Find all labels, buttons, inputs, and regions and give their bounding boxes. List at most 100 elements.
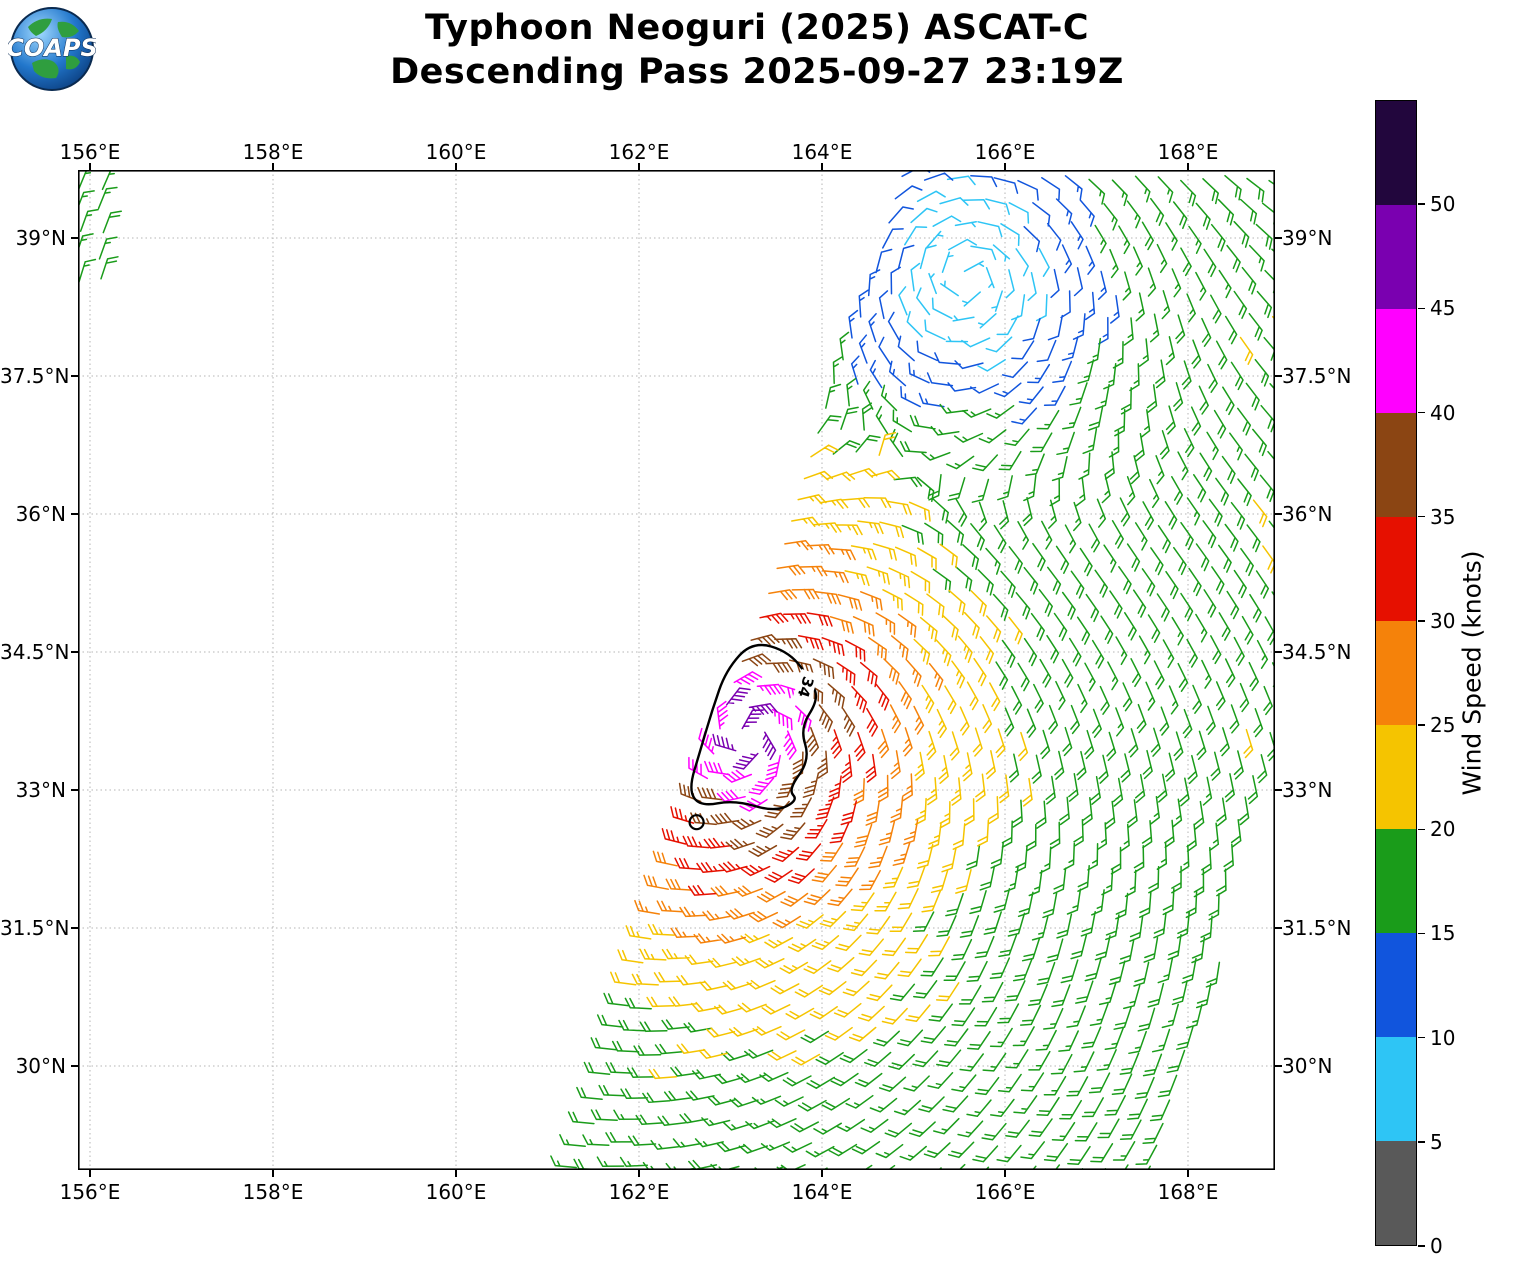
y-tick-label-left: 31.5°N [0, 916, 70, 940]
colorbar-tick-label: 10 [1430, 1025, 1456, 1050]
colorbar-tick-label: 30 [1430, 608, 1456, 633]
wind-radius-34-contour-small-loop [688, 814, 705, 831]
y-tick-left [71, 375, 78, 377]
wind-barbs-45-50kt [712, 687, 778, 770]
colorbar-tick [1418, 1245, 1425, 1247]
x-tick-label-bottom: 164°E [791, 1180, 853, 1204]
colorbar-tick-label: 35 [1430, 504, 1456, 529]
x-tick-label-top: 166°E [974, 140, 1036, 164]
x-tick-top [455, 163, 457, 170]
colorbar-tick [1418, 1141, 1425, 1143]
wind-barbs-25-30kt [634, 539, 944, 944]
x-tick-bottom [272, 1170, 274, 1177]
colorbar-tick-label: 45 [1430, 296, 1456, 321]
logo-continent [28, 18, 52, 36]
wind-radius-34-contour [690, 643, 818, 811]
x-tick-label-top: 160°E [425, 140, 487, 164]
x-tick-top [272, 163, 274, 170]
colorbar-tick-label: 40 [1430, 400, 1456, 425]
colorbar-tick-label: 0 [1430, 1234, 1443, 1258]
wind-barbs-10-15kt [848, 165, 1120, 425]
logo-continent [57, 21, 79, 38]
wind-barbs-5-10kt [898, 175, 1050, 372]
wind-barbs-layer [75, 165, 1304, 1188]
colorbar-tick [1418, 307, 1425, 310]
x-tick-bottom [821, 1170, 823, 1177]
y-tick-right [1275, 651, 1282, 653]
colorbar-seg-35-40kt [1376, 413, 1416, 517]
colorbar-tick-label: 20 [1430, 817, 1456, 842]
contour-label-34-text: 34 [794, 674, 818, 699]
y-tick-right [1275, 927, 1282, 929]
x-tick-label-bottom: 166°E [974, 1180, 1036, 1204]
logo-continent [66, 55, 80, 70]
x-tick-top [1187, 163, 1189, 170]
x-tick-bottom [1187, 1170, 1189, 1177]
wind-barbs-35-40kt [678, 634, 856, 857]
colorbar-seg-40-45kt [1376, 309, 1416, 413]
y-tick-left [71, 237, 78, 239]
y-tick-label-right: 39°N [1282, 226, 1333, 250]
x-tick-bottom [1004, 1170, 1006, 1177]
x-tick-label-bottom: 168°E [1157, 1180, 1219, 1204]
colorbar-tick [1418, 411, 1425, 414]
x-tick-top [89, 163, 91, 170]
y-tick-label-left: 30°N [15, 1054, 66, 1078]
y-tick-label-left: 37.5°N [0, 364, 70, 388]
y-tick-right [1275, 513, 1282, 515]
x-tick-label-top: 162°E [608, 140, 670, 164]
y-tick-left [71, 927, 78, 929]
colorbar-seg-15-20kt [1376, 829, 1416, 933]
y-tick-label-left: 34.5°N [0, 640, 70, 664]
map-plot-area: 34 [75, 165, 1304, 1188]
y-tick-label-right: 33°N [1282, 778, 1333, 802]
y-tick-label-right: 36°N [1282, 502, 1333, 526]
x-tick-label-bottom: 162°E [608, 1180, 670, 1204]
plot-title-line2: Descending Pass 2025-09-27 23:19Z [390, 52, 1124, 92]
y-tick-label-right: 31.5°N [1282, 916, 1352, 940]
wind-barbs-15-20kt [75, 167, 1304, 1188]
x-tick-top [1004, 163, 1006, 170]
wind-barbs-30-35kt [661, 612, 890, 896]
colorbar-tick [1418, 724, 1425, 726]
y-tick-right [1275, 789, 1282, 791]
colorbar-axis-label: Wind Speed (knots) [1457, 550, 1487, 796]
colorbar-seg-10-15kt [1376, 933, 1416, 1037]
x-tick-top [821, 163, 823, 170]
colorbar-tick [1418, 828, 1425, 831]
y-tick-label-left: 33°N [15, 778, 66, 802]
y-tick-right [1275, 1065, 1282, 1067]
y-tick-left [71, 651, 78, 653]
colorbar-tick-label: 25 [1430, 713, 1456, 738]
y-tick-label-right: 30°N [1282, 1054, 1333, 1078]
colorbar-tick-label: 15 [1430, 921, 1456, 946]
wind-barbs-40-45kt [688, 671, 812, 812]
logo-text: COAPS [8, 34, 96, 62]
colorbar-tick [1418, 515, 1425, 518]
x-tick-label-bottom: 158°E [242, 1180, 304, 1204]
coaps-logo: COAPS [8, 7, 96, 91]
colorbar-seg-25-30kt [1376, 621, 1416, 725]
plot-title-line1: Typhoon Neoguri (2025) ASCAT-C [424, 8, 1090, 48]
x-tick-label-top: 158°E [242, 140, 304, 164]
colorbar-tick [1418, 620, 1425, 622]
y-tick-label-left: 36°N [15, 502, 66, 526]
y-tick-left [71, 789, 78, 791]
colorbar-tick-label: 5 [1430, 1129, 1443, 1154]
x-tick-top [638, 163, 640, 170]
plot-frame [78, 170, 1276, 1171]
y-tick-right [1275, 375, 1282, 377]
x-tick-label-top: 168°E [1157, 140, 1219, 164]
colorbar-seg-20-25kt [1376, 725, 1416, 829]
logo-continent [32, 59, 59, 79]
y-tick-right [1275, 237, 1282, 239]
x-tick-bottom [638, 1170, 640, 1177]
gridlines [78, 170, 1275, 1170]
x-tick-bottom [455, 1170, 457, 1177]
colorbar-tick-label: 50 [1430, 192, 1456, 217]
x-tick-label-bottom: 160°E [425, 1180, 487, 1204]
x-tick-label-top: 164°E [791, 140, 853, 164]
y-tick-left [71, 513, 78, 515]
colorbar-tick [1418, 1036, 1425, 1039]
